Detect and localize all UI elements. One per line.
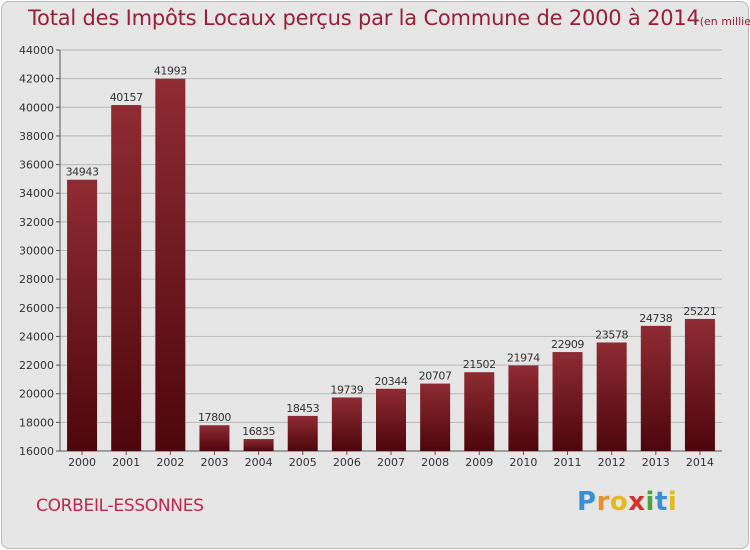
bar	[684, 318, 715, 451]
x-tick-label: 2005	[289, 456, 317, 469]
data-label: 17800	[198, 411, 231, 424]
chart-title: Total des Impôts Locaux perçus par la Co…	[28, 6, 750, 30]
bar	[420, 383, 451, 451]
x-tick-label: 2012	[598, 456, 626, 469]
bar	[376, 388, 406, 451]
chart-title-unit: (en milliers d'€)	[699, 15, 750, 28]
data-label: 41993	[154, 65, 187, 78]
proxiti-logo: Proxiti	[577, 487, 677, 517]
x-tick-label: 2007	[377, 456, 405, 469]
bar	[155, 78, 186, 452]
x-tick-label: 2001	[112, 456, 140, 469]
y-tick-label: 40000	[19, 101, 54, 114]
x-tick-label: 2002	[156, 456, 184, 469]
logo-letter: o	[609, 487, 629, 517]
logo-letter: r	[596, 487, 610, 517]
y-tick-label: 34000	[19, 187, 54, 200]
data-label: 21502	[463, 358, 496, 371]
y-tick-label: 38000	[19, 130, 54, 143]
data-label: 18453	[286, 402, 319, 415]
y-tick-label: 42000	[19, 73, 54, 86]
logo-letter: i	[645, 487, 655, 517]
x-tick-label: 2011	[554, 456, 582, 469]
data-label: 25221	[683, 305, 716, 318]
y-tick-label: 28000	[19, 273, 54, 286]
bar	[331, 397, 362, 451]
logo-letter: t	[654, 487, 668, 517]
y-tick-label: 20000	[19, 388, 54, 401]
data-label: 20344	[375, 375, 408, 388]
y-tick-label: 32000	[19, 216, 54, 229]
bar	[552, 352, 583, 451]
data-label: 22909	[551, 338, 584, 351]
y-tick-label: 44000	[19, 44, 54, 57]
bar	[199, 425, 230, 451]
y-tick-label: 24000	[19, 330, 54, 343]
data-label: 21974	[507, 351, 540, 364]
bar	[67, 179, 98, 452]
y-tick-label: 36000	[19, 159, 54, 172]
data-label: 20707	[419, 370, 452, 383]
bar	[508, 365, 539, 451]
data-label: 40157	[110, 91, 143, 104]
y-tick-label: 30000	[19, 245, 54, 258]
bar	[464, 372, 495, 451]
bar	[596, 342, 627, 451]
data-label: 34943	[66, 166, 99, 179]
y-tick-label: 16000	[19, 445, 54, 458]
bar	[243, 439, 274, 451]
chart-title-main: Total des Impôts Locaux perçus par la Co…	[28, 6, 700, 30]
logo-letter: x	[628, 487, 646, 517]
data-label: 23578	[595, 328, 628, 341]
x-tick-label: 2009	[465, 456, 493, 469]
commune-name: CORBEIL-ESSONNES	[36, 496, 204, 516]
data-label: 24738	[639, 312, 672, 325]
x-tick-label: 2008	[421, 456, 449, 469]
bar	[287, 415, 318, 451]
bar	[640, 325, 671, 451]
x-tick-label: 2003	[200, 456, 228, 469]
bar	[111, 105, 142, 452]
x-tick-label: 2013	[642, 456, 670, 469]
x-tick-label: 2004	[245, 456, 273, 469]
x-tick-label: 2014	[686, 456, 714, 469]
x-tick-label: 2000	[68, 456, 96, 469]
data-label: 19739	[330, 383, 363, 396]
y-tick-label: 18000	[19, 416, 54, 429]
x-tick-label: 2006	[333, 456, 361, 469]
data-label: 16835	[242, 425, 275, 438]
x-tick-label: 2010	[509, 456, 537, 469]
y-tick-label: 26000	[19, 302, 54, 315]
logo-letter: i	[667, 487, 678, 517]
logo-letter: P	[577, 487, 597, 517]
y-tick-label: 22000	[19, 359, 54, 372]
